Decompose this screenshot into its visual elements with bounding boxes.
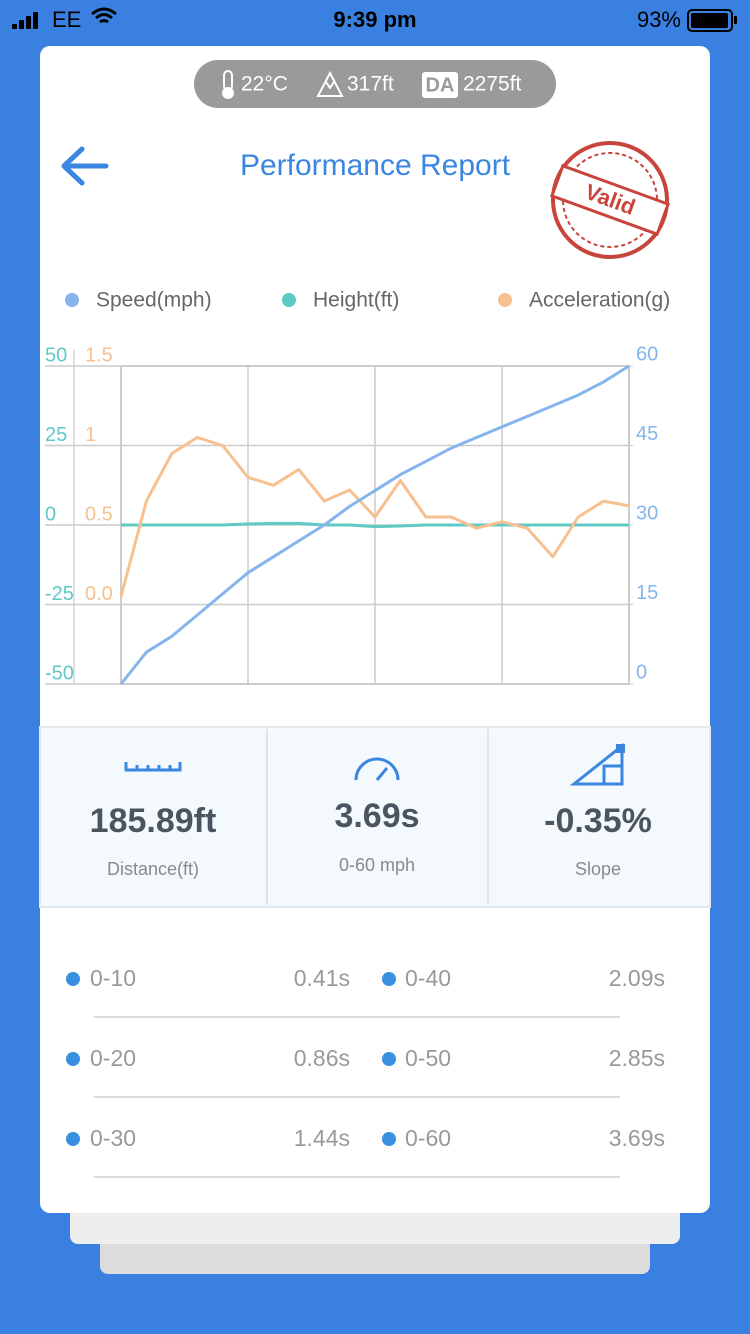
distance-icon (124, 762, 182, 772)
legend-dot (282, 293, 296, 307)
split-label: 0-20 (90, 1045, 136, 1071)
battery-icon (687, 9, 737, 32)
split-label: 0-50 (405, 1045, 451, 1071)
split-label: 0-40 (405, 965, 451, 991)
slope-icon (569, 742, 624, 786)
split-dot (382, 1052, 396, 1066)
split-label: 0-30 (90, 1125, 136, 1151)
split-time: 0.86s (294, 1045, 350, 1071)
split-dot (66, 1132, 80, 1146)
stat-value: 3.69s (334, 797, 419, 835)
back-button[interactable] (61, 146, 109, 186)
thermometer-icon (222, 70, 234, 99)
y2-tick-label: 30 (636, 502, 658, 524)
density-altitude: 2275ft (463, 73, 522, 96)
stat-value: -0.35% (544, 802, 652, 840)
wifi-icon (91, 7, 117, 24)
da-box (422, 72, 458, 98)
y2-tick-label: 45 (636, 423, 658, 445)
split-time: 3.69s (609, 1125, 665, 1151)
y3-tick-label: 0.5 (85, 503, 113, 525)
slope-icon-corner (616, 744, 625, 753)
signal-icon (12, 12, 38, 29)
conditions-pill (194, 60, 556, 108)
y-tick-label: 0 (45, 503, 56, 525)
legend-label: Height(ft) (313, 289, 399, 312)
y-tick-label: 25 (45, 424, 67, 446)
speedometer-icon (354, 757, 400, 781)
temperature: 22°C (241, 73, 288, 96)
split-dot (66, 1052, 80, 1066)
y3-tick-label: 0.0 (85, 583, 113, 605)
speedometer-needle (375, 767, 389, 781)
da-label: DA (426, 74, 455, 96)
y-tick-label: 50 (45, 344, 67, 366)
y2-tick-label: 15 (636, 582, 658, 604)
stats-panel (39, 726, 711, 908)
split-label: 0-60 (405, 1125, 451, 1151)
legend-dot (65, 293, 79, 307)
split-label: 0-10 (90, 965, 136, 991)
mountain-icon (316, 70, 344, 97)
legend-label: Speed(mph) (96, 289, 212, 312)
y3-tick-label: 1 (85, 424, 96, 446)
split-dot (66, 972, 80, 986)
series-line (119, 364, 630, 685)
y3-tick-label: 1.5 (85, 344, 113, 366)
legend-dot (498, 293, 512, 307)
stat-label: 0-60 mph (339, 855, 415, 875)
clock: 9:39 pm (333, 7, 416, 32)
split-dot (382, 972, 396, 986)
split-time: 2.85s (609, 1045, 665, 1071)
stat-label: Distance(ft) (107, 859, 199, 879)
split-time: 0.41s (294, 965, 350, 991)
series-line (119, 436, 630, 597)
split-dot (382, 1132, 396, 1146)
split-time: 1.44s (294, 1125, 350, 1151)
carrier: EE (52, 7, 81, 32)
y2-tick-label: 60 (636, 343, 658, 365)
title: Performance Report (240, 149, 511, 182)
legend-label: Acceleration(g) (529, 289, 670, 312)
series-line (121, 521, 629, 529)
stat-label: Slope (575, 859, 621, 879)
y2-tick-label: 0 (636, 661, 647, 683)
altitude: 317ft (347, 73, 394, 96)
y-tick-label: -25 (45, 583, 74, 605)
y-tick-label: -50 (45, 662, 74, 684)
stat-value: 185.89ft (90, 802, 217, 840)
battery-percent: 93% (637, 7, 681, 32)
split-time: 2.09s (609, 965, 665, 991)
